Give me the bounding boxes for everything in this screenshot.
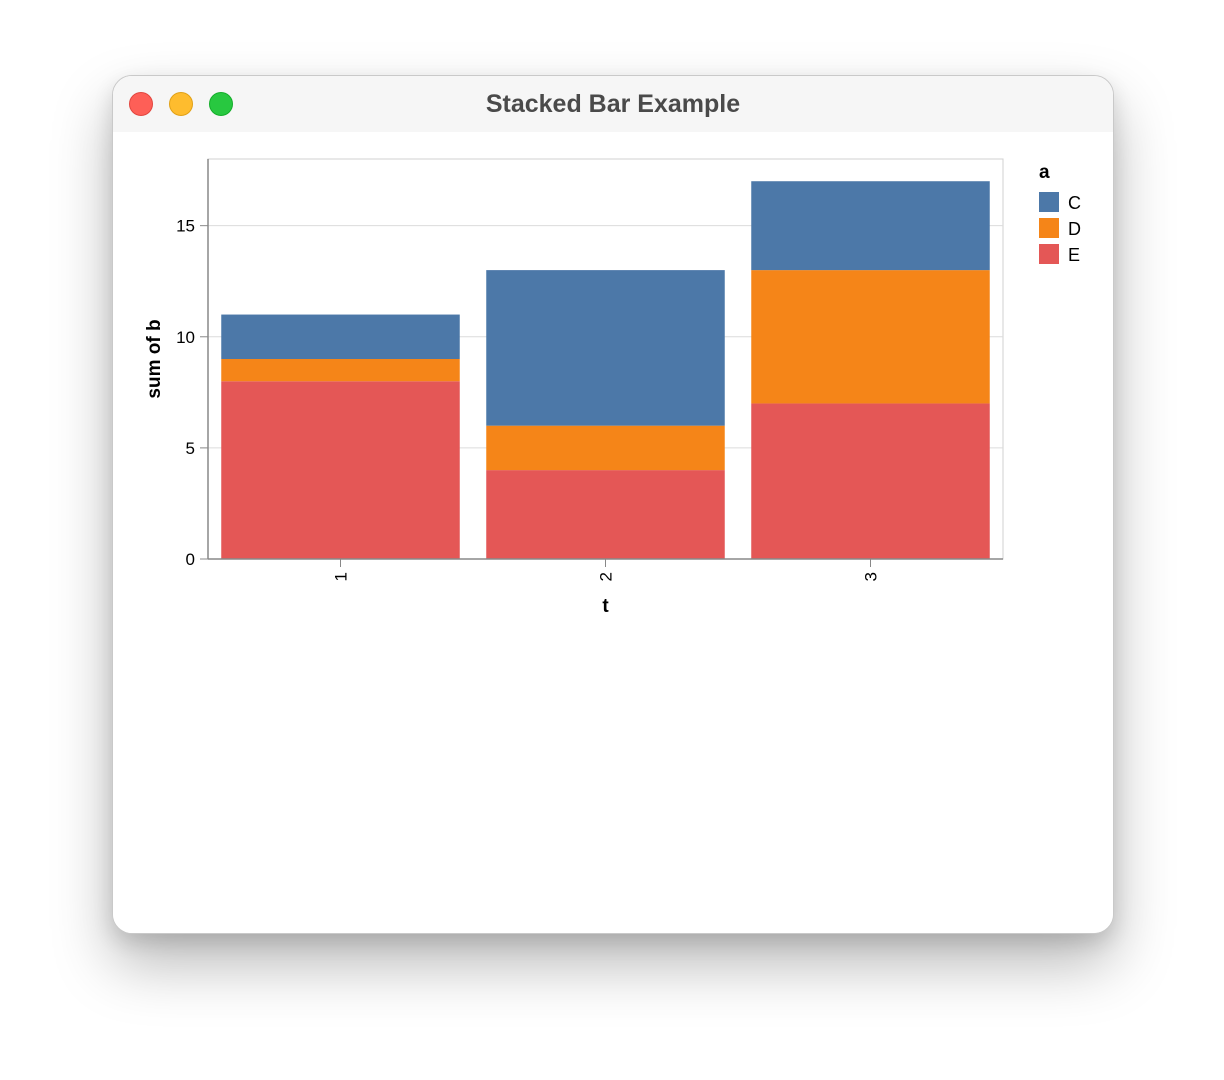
bar-2-C (486, 270, 725, 426)
y-axis-title: sum of b (144, 319, 165, 398)
bar-1-E (221, 381, 460, 559)
bar-2-D (486, 425, 725, 471)
zoom-window-button[interactable] (209, 92, 233, 116)
window-title: Stacked Bar Example (485, 90, 741, 118)
y-tick-label-2: 10 (176, 328, 195, 347)
legend-swatch-D (1039, 218, 1059, 238)
title-bar[interactable]: Stacked Bar Example (113, 76, 1113, 133)
minimize-window-button[interactable] (169, 92, 193, 116)
x-tick-label-2: 2 (597, 572, 616, 581)
bar-3-E (751, 403, 990, 559)
bar-2-E (486, 470, 725, 559)
legend-label-E: E (1068, 245, 1080, 265)
x-tick-label-3: 3 (862, 572, 881, 581)
legend-swatch-E (1039, 244, 1059, 264)
legend-label-C: C (1068, 193, 1081, 213)
y-tick-label-3: 15 (176, 217, 195, 236)
bar-1-D (221, 359, 460, 382)
legend-label-D: D (1068, 219, 1081, 239)
bar-3-C (751, 181, 990, 271)
close-window-button[interactable] (129, 92, 153, 116)
x-axis-title: t (602, 596, 609, 617)
bar-1-C (221, 314, 460, 359)
y-tick-label-0: 0 (186, 550, 195, 569)
x-tick-label-1: 1 (332, 572, 351, 581)
legend-title: a (1039, 162, 1050, 183)
bar-3-D (751, 270, 990, 404)
legend-swatch-C (1039, 192, 1059, 212)
y-tick-label-1: 5 (186, 439, 195, 458)
